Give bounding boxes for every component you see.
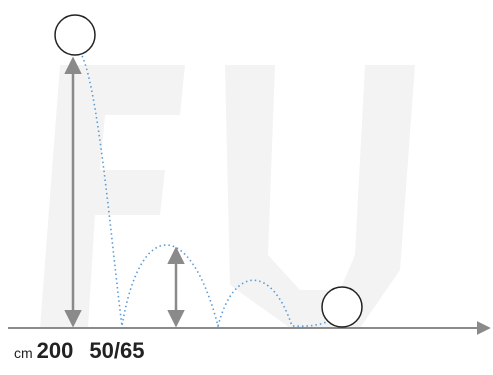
- drop-height-value: 200: [36, 338, 74, 363]
- height-caption: cm 200 50/65: [14, 338, 144, 372]
- ball-top: [54, 14, 96, 56]
- watermark: [40, 65, 415, 328]
- ball-resting: [321, 286, 363, 328]
- unit-label: cm: [14, 345, 33, 361]
- rebound-height-value: 50/65: [89, 338, 145, 363]
